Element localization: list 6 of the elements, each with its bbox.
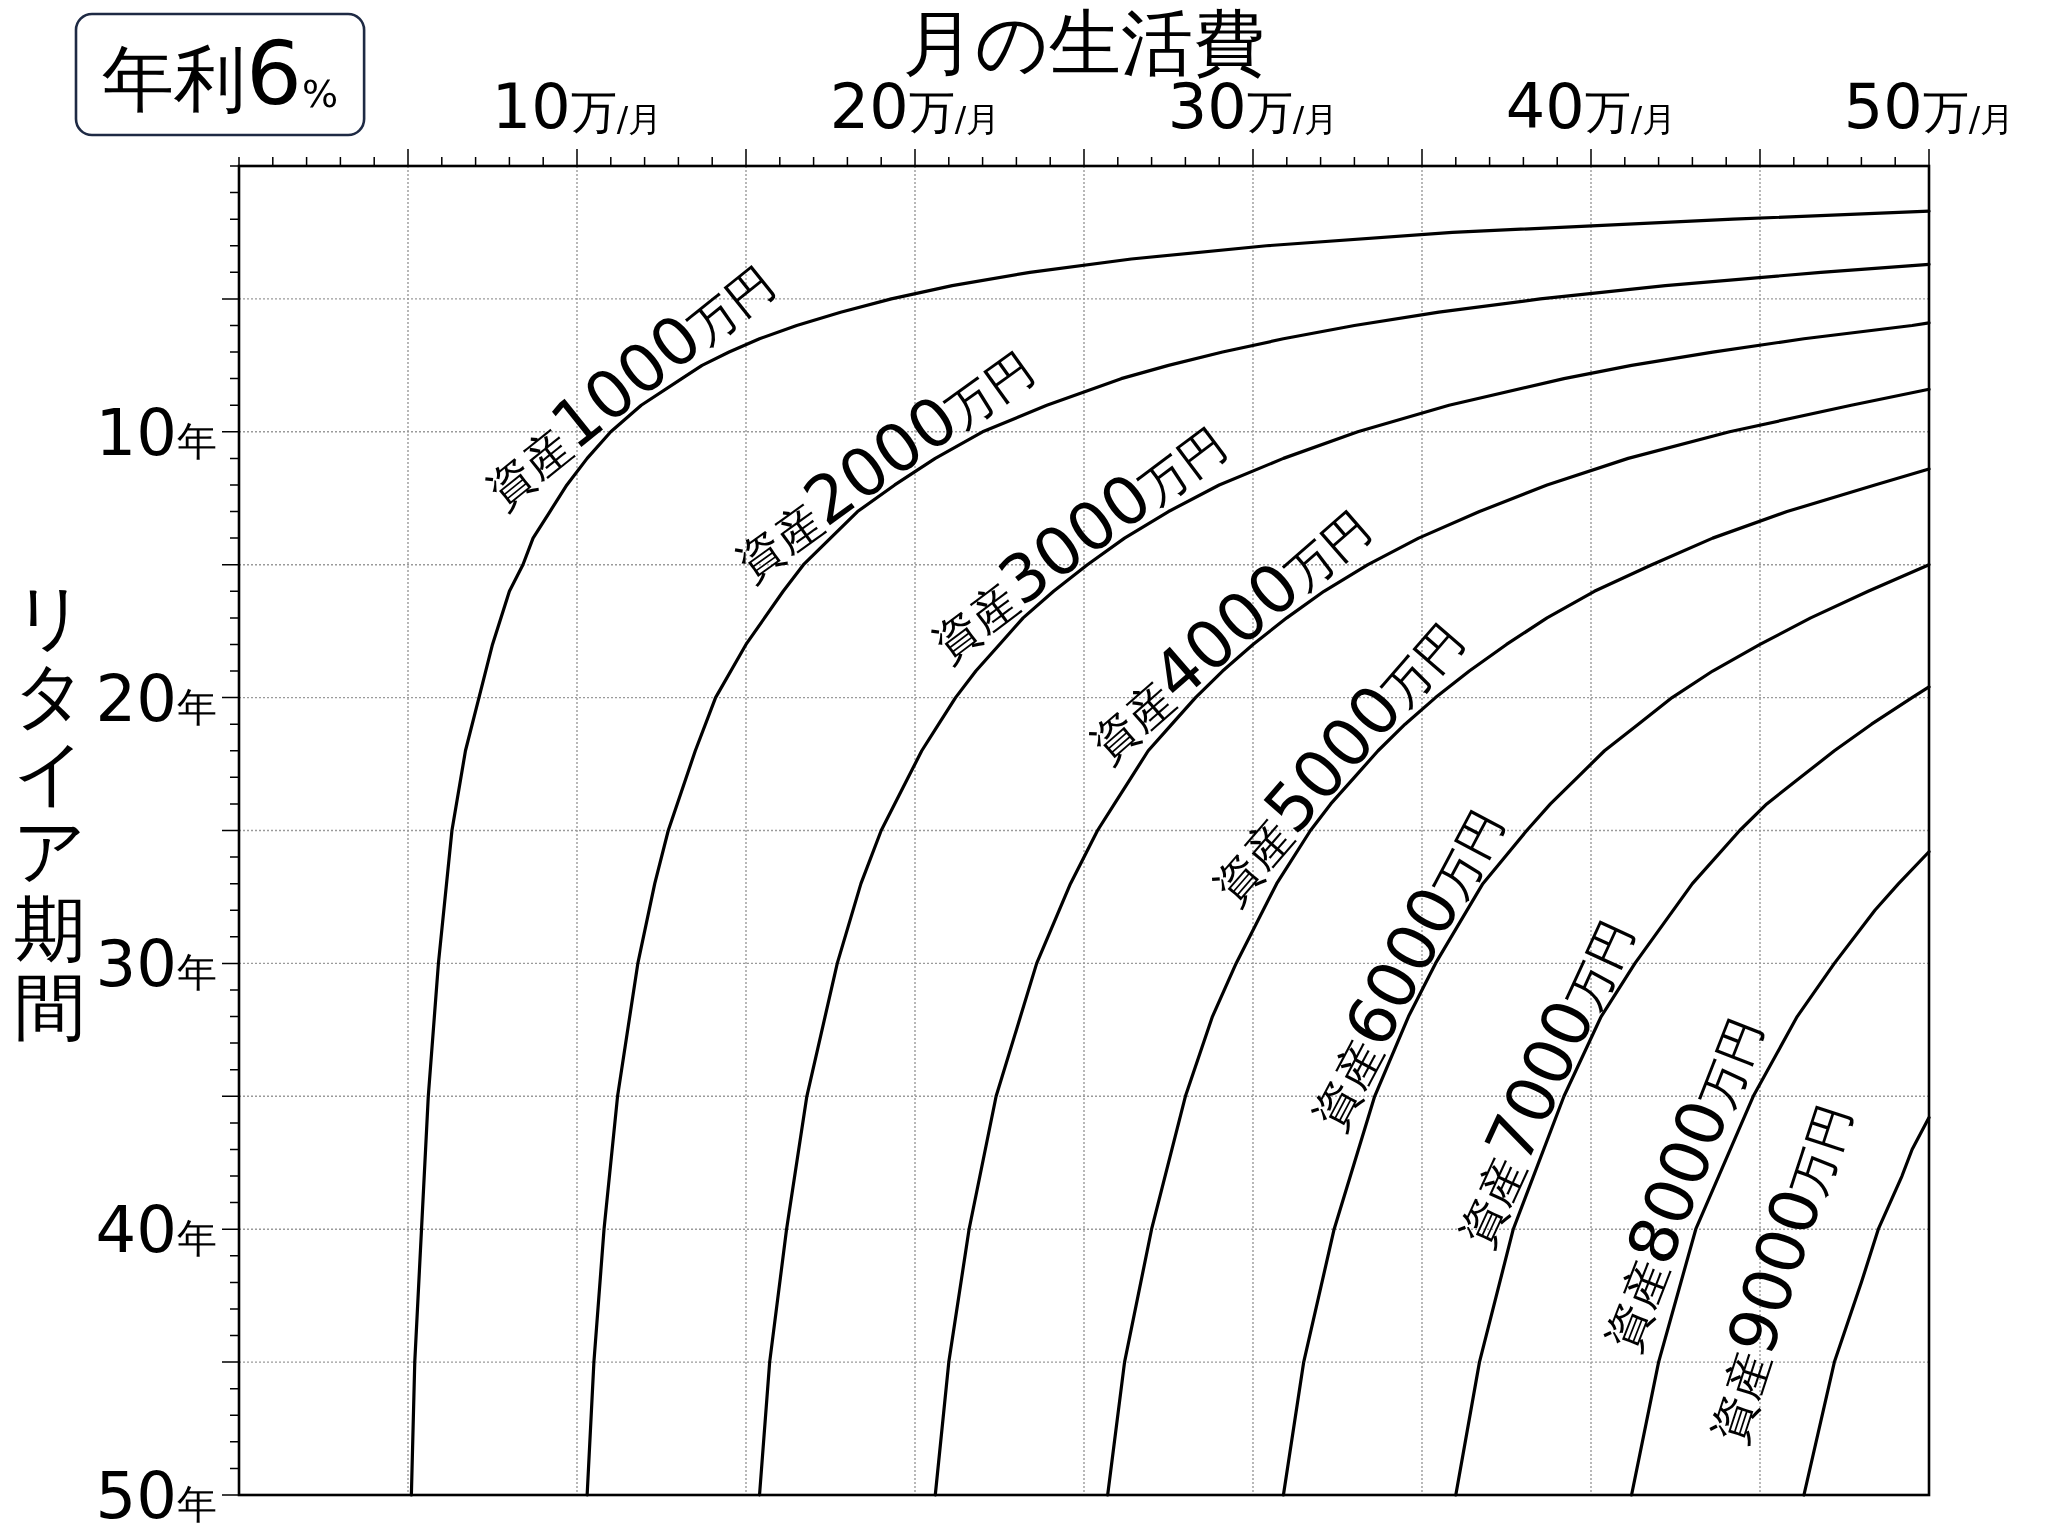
y-axis-title: リタイア期間 — [13, 575, 87, 1049]
y-tick-label: 30年 — [95, 927, 217, 1002]
y-tick-label: 10年 — [95, 395, 217, 470]
y-tick-label: 20年 — [95, 661, 217, 736]
y-tick-label: 40年 — [95, 1193, 217, 1268]
y-tick-label: 50年 — [95, 1459, 217, 1528]
